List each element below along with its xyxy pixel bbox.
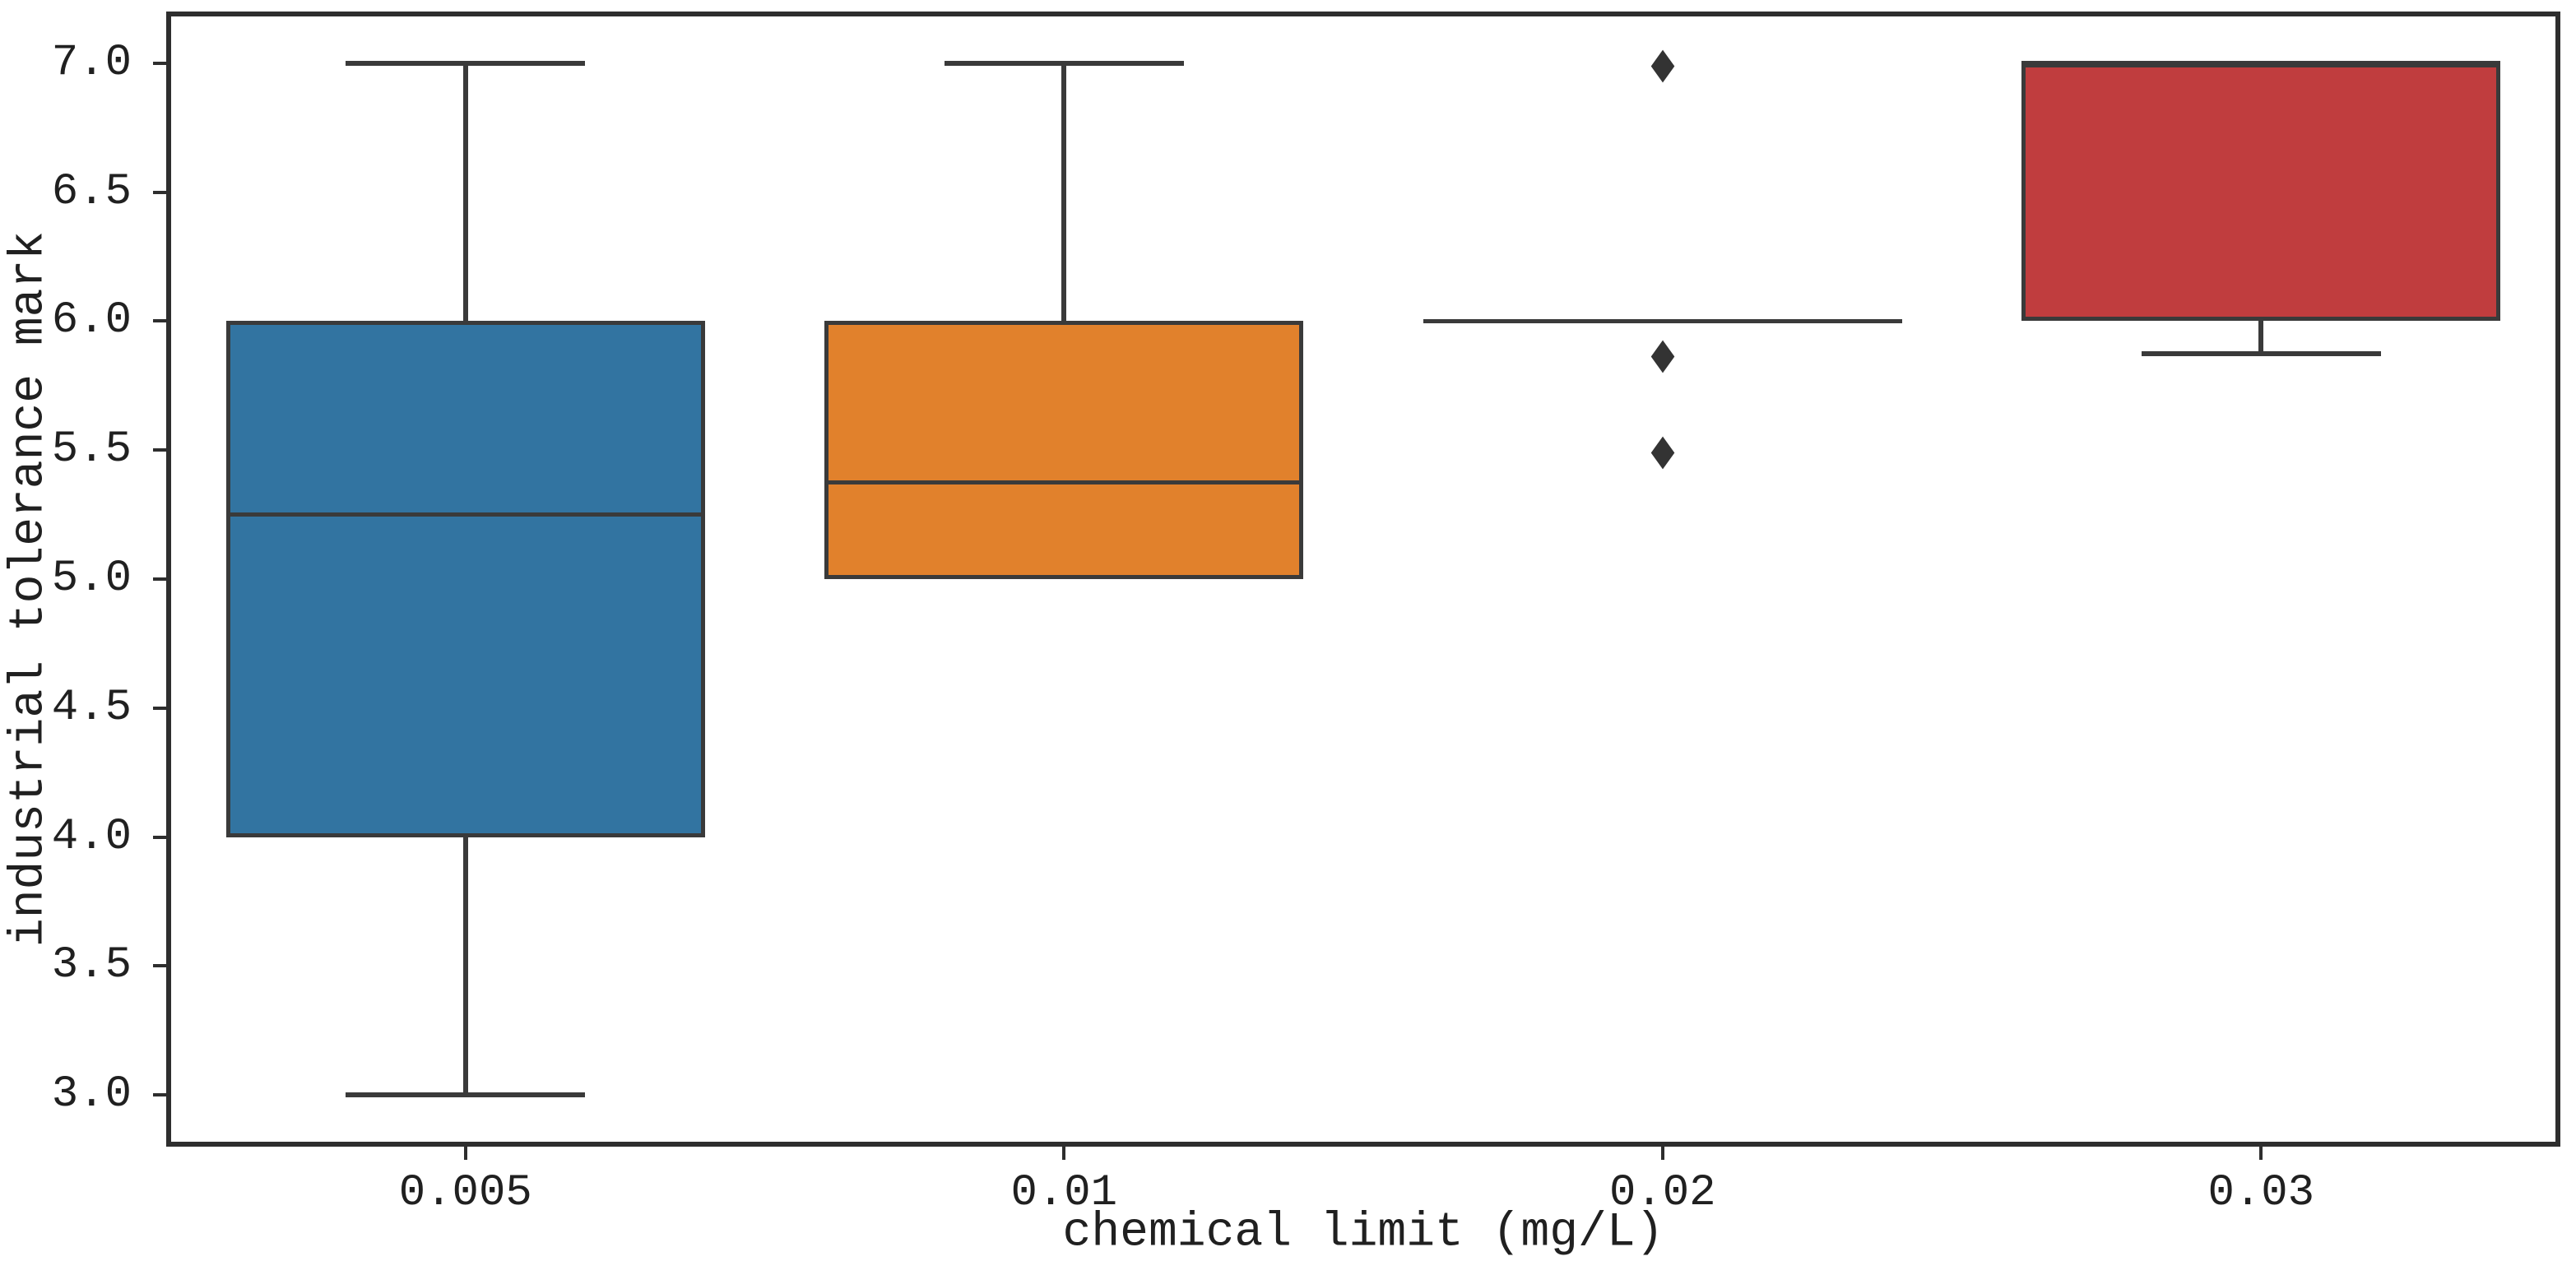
whisker-lower-0.03 xyxy=(2258,321,2264,354)
whisker-cap-lower-0.03 xyxy=(2141,350,2381,356)
y-tick-label-7.0: 7.0 xyxy=(51,37,132,88)
y-tick-6.5 xyxy=(153,190,166,194)
median-line-0.01 xyxy=(824,480,1304,484)
median-line-0.02 xyxy=(1423,318,1902,323)
y-axis-label: industrial tolerance mark xyxy=(2,230,57,948)
y-tick-label-6.5: 6.5 xyxy=(51,166,132,217)
x-tick-label-0.005: 0.005 xyxy=(398,1168,532,1218)
box-0.005 xyxy=(225,321,705,837)
whisker-cap-lower-0.005 xyxy=(346,1092,586,1098)
whisker-lower-0.005 xyxy=(462,837,468,1096)
x-tick-0.005 xyxy=(463,1147,467,1160)
outlier-diamond-0.02-1: ◆ xyxy=(1650,328,1675,378)
y-tick-label-5.5: 5.5 xyxy=(51,424,132,475)
whisker-cap-upper-0.01 xyxy=(944,60,1184,66)
y-tick-5.5 xyxy=(153,448,166,452)
x-tick-0.01 xyxy=(1062,1147,1066,1160)
y-tick-6.0 xyxy=(153,319,166,323)
y-tick-label-3.0: 3.0 xyxy=(51,1069,132,1120)
y-tick-label-4.5: 4.5 xyxy=(51,682,132,733)
median-line-0.005 xyxy=(225,512,705,517)
y-tick-4.5 xyxy=(153,706,166,710)
y-tick-3.0 xyxy=(153,1093,166,1097)
y-tick-label-3.5: 3.5 xyxy=(51,940,132,991)
y-tick-label-5.0: 5.0 xyxy=(51,554,132,604)
x-axis-label: chemical limit (mg/L) xyxy=(1062,1206,1664,1260)
x-tick-label-0.01: 0.01 xyxy=(1010,1168,1118,1218)
y-tick-4.0 xyxy=(153,835,166,839)
box-0.01 xyxy=(824,321,1304,579)
y-tick-3.5 xyxy=(153,964,166,968)
y-tick-5.0 xyxy=(153,577,166,581)
y-tick-7.0 xyxy=(153,61,166,65)
median-line-0.03 xyxy=(2021,61,2501,66)
y-tick-label-6.0: 6.0 xyxy=(51,295,132,346)
outlier-diamond-0.02-0: ◆ xyxy=(1650,38,1675,88)
x-tick-0.02 xyxy=(1660,1147,1664,1160)
x-tick-0.03 xyxy=(2259,1147,2263,1160)
y-tick-label-4.0: 4.0 xyxy=(51,811,132,862)
plot-frame xyxy=(166,12,2560,1147)
whisker-cap-upper-0.005 xyxy=(346,60,586,66)
whisker-upper-0.01 xyxy=(1061,63,1067,322)
x-tick-label-0.03: 0.03 xyxy=(2207,1168,2315,1218)
outlier-diamond-0.02-2: ◆ xyxy=(1650,425,1675,475)
x-tick-label-0.02: 0.02 xyxy=(1608,1168,1716,1218)
whisker-upper-0.005 xyxy=(462,63,468,322)
box-0.03 xyxy=(2021,63,2501,322)
